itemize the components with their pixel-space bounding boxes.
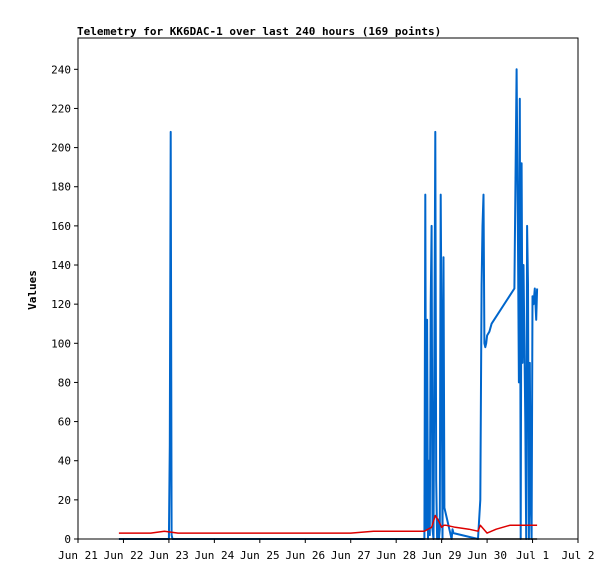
plot-frame	[77, 37, 579, 540]
y-tick-label: 220	[51, 102, 71, 115]
series-line-1	[118, 514, 538, 534]
x-tick-label: Jun 24	[194, 549, 234, 562]
x-tick-label: Jul 2	[561, 549, 594, 562]
y-tick-label: 80	[58, 376, 71, 389]
chart-title: Telemetry for KK6DAC-1 over last 240 hou…	[77, 25, 441, 38]
x-tick-label: Jun 27	[331, 549, 371, 562]
y-tick-label: 200	[51, 142, 71, 155]
x-tick-label: Jun 29	[422, 549, 462, 562]
y-tick-label: 160	[51, 220, 71, 233]
x-axis: Jun 21 Jun 22 Jun 23 Jun 24 Jun 25 Jun 26 Jun …	[58, 539, 595, 562]
x-tick-label: Jun 28	[376, 549, 416, 562]
x-tick-label: Jun 23	[149, 549, 189, 562]
y-axis: 0 20 40 60 80 100 120 140 160 180 200 220 240	[51, 63, 78, 546]
y-tick-label: 140	[51, 259, 71, 272]
y-tick-label: 60	[58, 416, 71, 429]
y-tick-label: 240	[51, 63, 71, 76]
y-tick-label: 40	[58, 455, 71, 468]
y-tick-label: 100	[51, 337, 71, 350]
x-tick-label: Jun 25	[240, 549, 280, 562]
y-tick-label: 120	[51, 298, 71, 311]
y-tick-label: 180	[51, 181, 71, 194]
y-tick-label: 0	[64, 533, 71, 546]
x-tick-label: Jun 30	[467, 549, 507, 562]
y-axis-title: Values	[26, 270, 39, 310]
x-tick-label: Jun 22	[104, 549, 144, 562]
series-layer	[118, 68, 539, 540]
x-tick-label: Jun 21	[58, 549, 98, 562]
series-line-0	[118, 68, 539, 540]
x-tick-label: Jul 1	[516, 549, 549, 562]
x-tick-label: Jun 26	[285, 549, 325, 562]
y-tick-label: 20	[58, 494, 71, 507]
